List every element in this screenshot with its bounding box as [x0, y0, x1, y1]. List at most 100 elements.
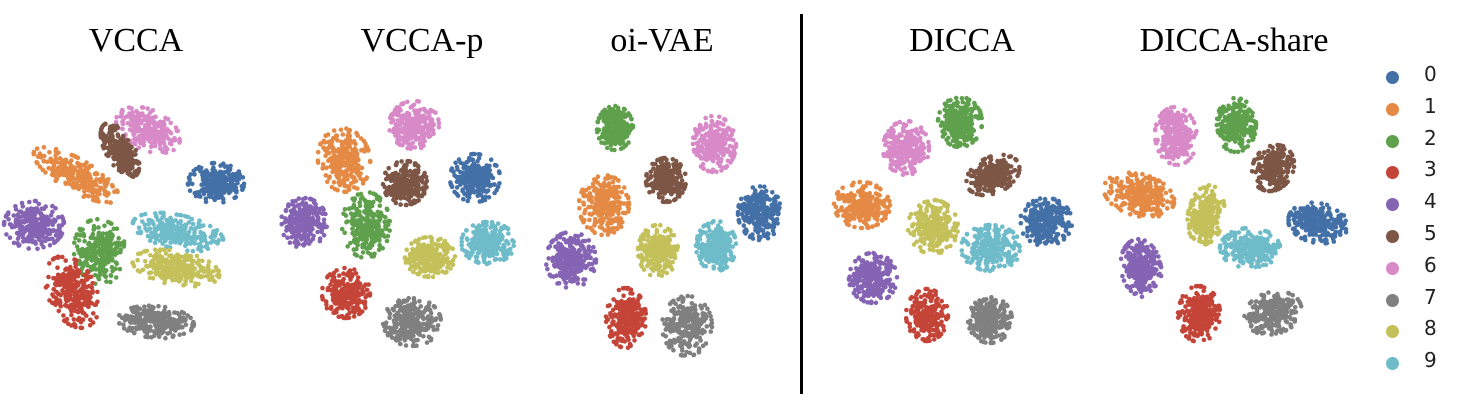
- scatter-point: [315, 160, 321, 165]
- scatter-point: [16, 218, 22, 223]
- scatter-point: [98, 129, 104, 135]
- scatter-point: [55, 265, 60, 271]
- scatter-point: [226, 190, 232, 196]
- cluster-6: [387, 98, 442, 152]
- scatter-point: [487, 163, 492, 169]
- scatter-point: [455, 167, 460, 172]
- scatter-point: [322, 140, 328, 145]
- scatter-point: [340, 132, 346, 137]
- scatter-point: [142, 258, 148, 264]
- scatter-point: [157, 120, 163, 125]
- scatter-point: [82, 238, 87, 244]
- scatter-point: [283, 207, 289, 213]
- scatter-point: [372, 237, 377, 243]
- scatter-point: [383, 224, 388, 229]
- scatter-point: [111, 145, 117, 150]
- scatter-point: [149, 140, 154, 146]
- scatter-point: [96, 276, 102, 282]
- scatter-point: [353, 168, 358, 174]
- scatter-point: [413, 137, 419, 142]
- scatter-point: [41, 153, 47, 159]
- scatter-point: [234, 190, 239, 195]
- scatter-point: [349, 287, 355, 293]
- scatter-point: [151, 305, 156, 311]
- scatter-point: [295, 229, 301, 234]
- scatter-point: [131, 132, 136, 137]
- scatter-point: [354, 151, 360, 156]
- scatter-point: [440, 254, 446, 259]
- scatter-point: [79, 302, 85, 308]
- scatter-point: [26, 246, 32, 251]
- scatter-point: [422, 191, 427, 196]
- scatter-point: [377, 243, 383, 248]
- scatter-point: [93, 302, 99, 308]
- scatter-point: [45, 231, 51, 237]
- scatter-point: [332, 278, 337, 284]
- scatter-point: [191, 322, 197, 328]
- scatter-point: [83, 180, 88, 185]
- scatter-point: [465, 165, 470, 170]
- scatter-point: [14, 230, 20, 236]
- scatter-point: [185, 253, 191, 259]
- scatter-point: [403, 259, 409, 265]
- scatter-point: [412, 261, 417, 267]
- scatter-point: [399, 159, 404, 164]
- scatter-point: [405, 99, 410, 105]
- scatter-point: [153, 114, 158, 120]
- scatter-point: [110, 135, 115, 141]
- scatter-point: [67, 276, 73, 281]
- scatter-point: [121, 242, 127, 247]
- scatter-point: [195, 260, 200, 266]
- scatter-point: [129, 150, 134, 155]
- scatter-point: [285, 203, 291, 209]
- scatter-point: [377, 218, 382, 223]
- scatter-point: [183, 222, 189, 228]
- scatter-point: [315, 229, 320, 235]
- scatter-point: [347, 151, 353, 157]
- scatter-point: [320, 162, 326, 167]
- scatter-point: [143, 226, 148, 231]
- scatter-point: [186, 229, 192, 235]
- scatter-point: [11, 213, 16, 218]
- scatter-point: [312, 208, 317, 214]
- scatter-point: [188, 172, 193, 177]
- scatter-point: [157, 218, 163, 224]
- scatter-point: [172, 270, 177, 275]
- scatter-point: [76, 238, 82, 243]
- cluster-5: [98, 121, 142, 179]
- scatter-point: [363, 282, 368, 287]
- scatter-point: [416, 167, 421, 173]
- scatter-point: [329, 184, 335, 190]
- scatter-point: [306, 227, 312, 233]
- scatter-point: [370, 214, 376, 220]
- scatter-point: [370, 231, 375, 236]
- scatter-point: [147, 275, 153, 281]
- scatter-point: [226, 172, 232, 177]
- scatter-point: [344, 287, 350, 293]
- scatter-point: [161, 230, 167, 235]
- scatter-point: [351, 202, 357, 208]
- scatter-point: [171, 318, 177, 323]
- scatter-point: [325, 132, 331, 137]
- scatter-point: [184, 276, 189, 281]
- scatter-point: [54, 176, 59, 182]
- scatter-point: [91, 227, 96, 232]
- scatter-point: [104, 190, 109, 195]
- scatter-point: [133, 122, 139, 127]
- scatter-point: [433, 249, 439, 255]
- scatter-point: [355, 192, 361, 197]
- scatter-point: [114, 114, 119, 120]
- scatter-point: [147, 238, 153, 243]
- scatter-point: [361, 138, 367, 144]
- scatter-point: [433, 241, 438, 247]
- scatter-point: [37, 226, 42, 232]
- scatter-point: [100, 136, 106, 142]
- scatter-point: [100, 175, 105, 180]
- scatter-point: [157, 271, 163, 276]
- scatter-point: [364, 287, 370, 293]
- scatter-point: [103, 184, 108, 189]
- scatter-point: [165, 127, 170, 133]
- scatter-point: [117, 141, 122, 147]
- scatter-point: [348, 165, 354, 171]
- scatter-point: [356, 298, 362, 303]
